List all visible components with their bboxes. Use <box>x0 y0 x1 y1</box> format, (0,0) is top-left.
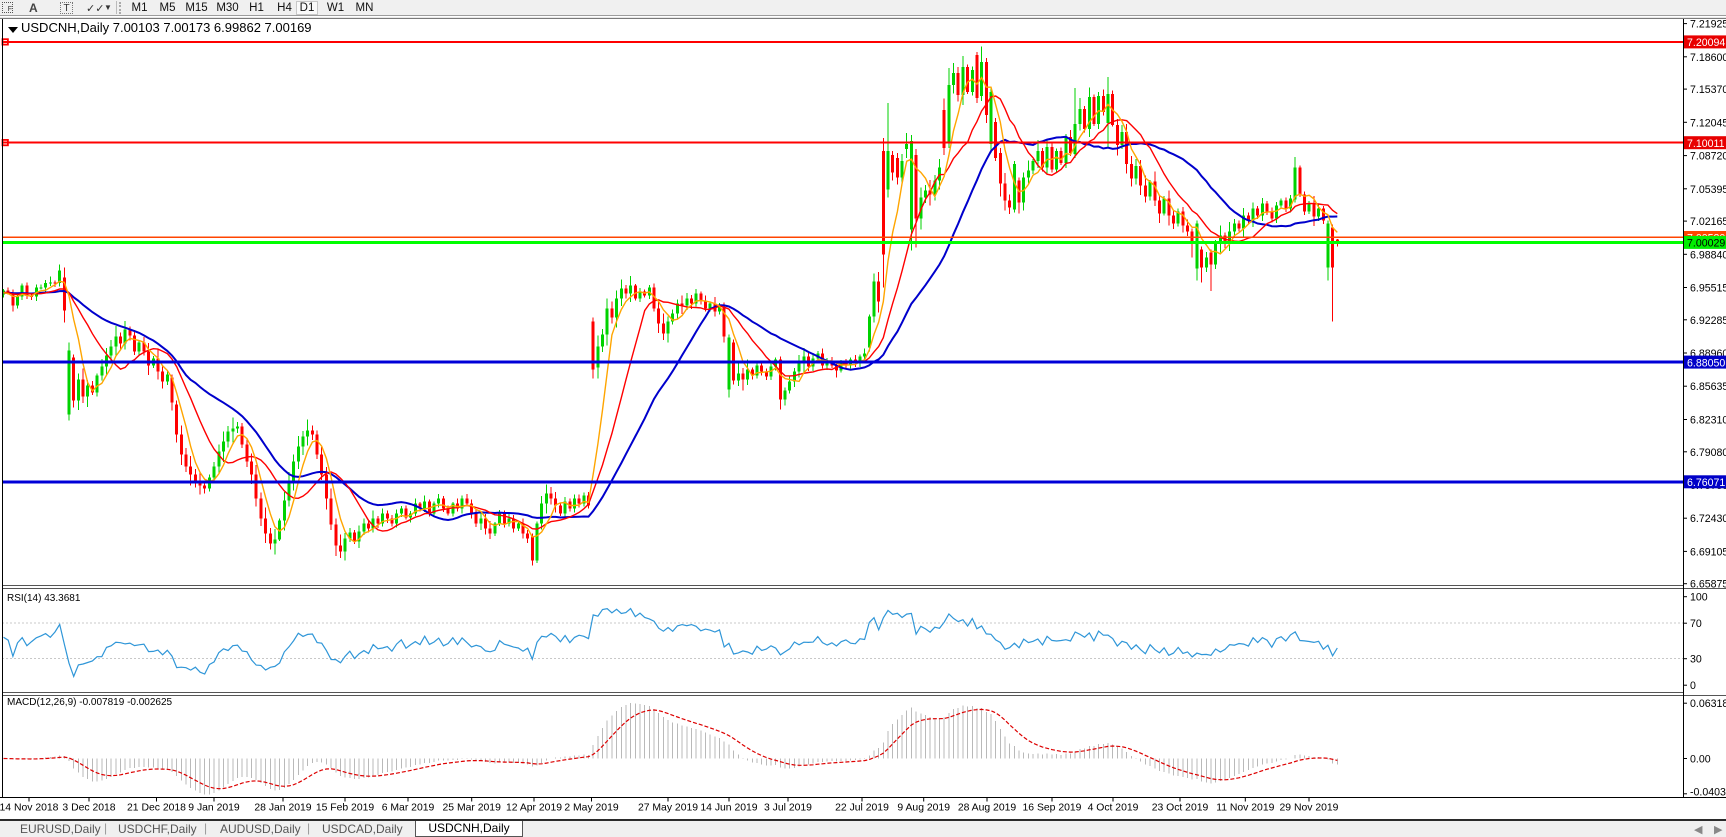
svg-text:14 Jun 2019: 14 Jun 2019 <box>700 803 757 814</box>
svg-text:70: 70 <box>1690 618 1702 630</box>
svg-text:7.15370: 7.15370 <box>1690 84 1726 96</box>
svg-text:7.20094: 7.20094 <box>1687 37 1725 49</box>
svg-text:3 Jul 2019: 3 Jul 2019 <box>764 803 812 814</box>
svg-text:6.82310: 6.82310 <box>1690 415 1726 427</box>
svg-text:9 Aug 2019: 9 Aug 2019 <box>897 803 950 814</box>
svg-text:9 Jan 2019: 9 Jan 2019 <box>188 803 240 814</box>
svg-text:12 Apr 2019: 12 Apr 2019 <box>506 803 562 814</box>
svg-text:22 Jul 2019: 22 Jul 2019 <box>835 803 889 814</box>
svg-text:15 Feb 2019: 15 Feb 2019 <box>316 803 375 814</box>
svg-text:7.02165: 7.02165 <box>1690 216 1726 228</box>
svg-text:16 Sep 2019: 16 Sep 2019 <box>1023 803 1082 814</box>
svg-text:28 Aug 2019: 28 Aug 2019 <box>958 803 1017 814</box>
svg-text:-0.040355: -0.040355 <box>1690 787 1726 799</box>
svg-text:6.95515: 6.95515 <box>1690 283 1726 295</box>
svg-text:0.063184: 0.063184 <box>1690 698 1726 710</box>
svg-text:7.12045: 7.12045 <box>1690 117 1726 129</box>
svg-text:23 Oct 2019: 23 Oct 2019 <box>1152 803 1209 814</box>
svg-text:14 Nov 2018: 14 Nov 2018 <box>0 803 59 814</box>
svg-text:28 Jan 2019: 28 Jan 2019 <box>254 803 311 814</box>
svg-text:3 Dec 2018: 3 Dec 2018 <box>62 803 115 814</box>
svg-text:29 Nov 2019: 29 Nov 2019 <box>1280 803 1339 814</box>
svg-text:6.92285: 6.92285 <box>1690 315 1726 327</box>
svg-text:7.05395: 7.05395 <box>1690 184 1726 196</box>
svg-text:25 Mar 2019: 25 Mar 2019 <box>443 803 502 814</box>
svg-text:7.18600: 7.18600 <box>1690 52 1726 64</box>
svg-text:6.72430: 6.72430 <box>1690 513 1726 525</box>
svg-text:6.98840: 6.98840 <box>1690 249 1726 261</box>
svg-text:0.00: 0.00 <box>1690 754 1711 766</box>
svg-text:11 Nov 2019: 11 Nov 2019 <box>1216 803 1274 814</box>
svg-text:30: 30 <box>1690 654 1702 666</box>
svg-text:21 Dec 2018: 21 Dec 2018 <box>127 803 186 814</box>
svg-text:7.00029: 7.00029 <box>1687 238 1725 250</box>
svg-text:USDCNH,Daily 7.00103 7.00173: USDCNH,Daily 7.00103 7.00173 6.99862 7.0… <box>21 20 312 35</box>
svg-text:100: 100 <box>1690 592 1708 604</box>
svg-text:6 Mar 2019: 6 Mar 2019 <box>382 803 435 814</box>
svg-text:27 May 2019: 27 May 2019 <box>638 803 698 814</box>
svg-text:7.10011: 7.10011 <box>1687 138 1725 150</box>
svg-text:6.76071: 6.76071 <box>1687 477 1725 489</box>
svg-text:RSI(14) 43.3681: RSI(14) 43.3681 <box>7 593 81 604</box>
svg-text:6.85635: 6.85635 <box>1690 381 1726 393</box>
svg-text:6.79080: 6.79080 <box>1690 447 1726 459</box>
svg-text:4 Oct 2019: 4 Oct 2019 <box>1088 803 1139 814</box>
svg-text:7.08720: 7.08720 <box>1690 151 1726 163</box>
svg-text:6.69105: 6.69105 <box>1690 546 1726 558</box>
svg-text:MACD(12,26,9) -0.007819 -0.002: MACD(12,26,9) -0.007819 -0.002625 <box>7 697 173 708</box>
svg-text:0: 0 <box>1690 680 1696 692</box>
svg-text:2 May 2019: 2 May 2019 <box>564 803 619 814</box>
svg-text:6.65875: 6.65875 <box>1690 579 1726 591</box>
svg-text:7.21925: 7.21925 <box>1690 19 1726 31</box>
svg-text:6.88050: 6.88050 <box>1687 357 1725 369</box>
